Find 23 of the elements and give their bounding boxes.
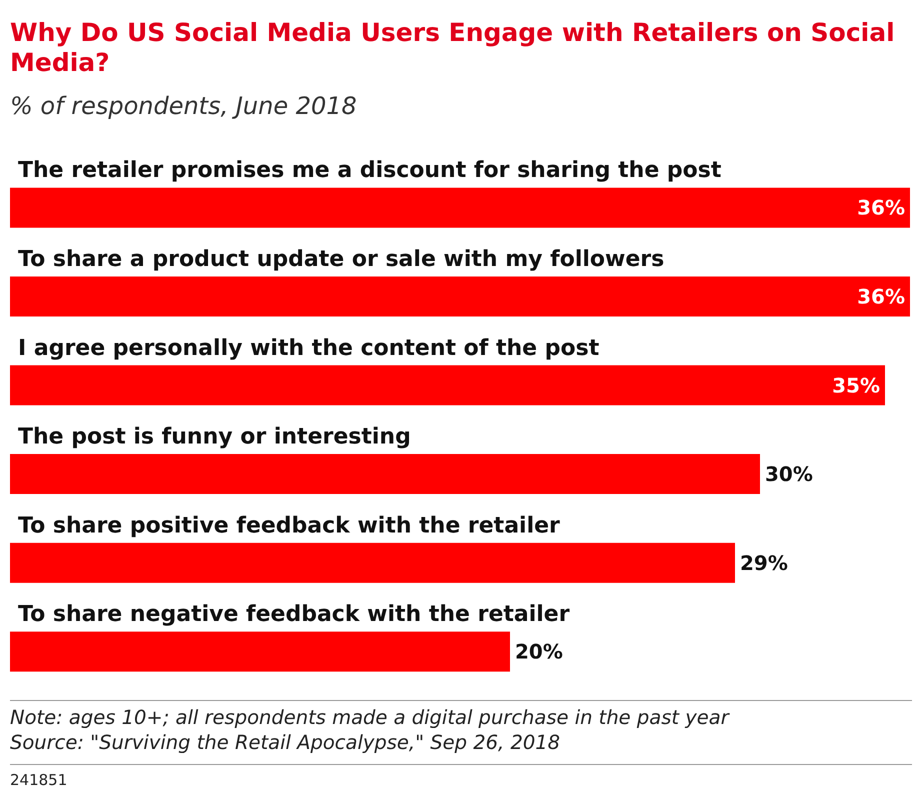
text: 241851 bbox=[10, 771, 68, 789]
bar bbox=[10, 188, 910, 228]
bar bbox=[10, 632, 510, 672]
bar bbox=[10, 454, 760, 494]
bar bbox=[10, 542, 735, 583]
data-label: 36% bbox=[857, 284, 905, 308]
data-label: 30% bbox=[765, 462, 813, 486]
bar bbox=[10, 365, 885, 406]
source-note: Source: "Surviving the Retail Apocalypse," Sep 26, 2018 bbox=[10, 730, 562, 755]
data-label: 29% bbox=[740, 550, 788, 575]
y-tick-label: The retailer promises me a discount for sharing the post bbox=[18, 158, 722, 184]
chart-title: Why Do US Social Media Users Engage with Retailers on Social Media? bbox=[10, 18, 896, 78]
bar bbox=[10, 276, 910, 316]
data-label: 35% bbox=[832, 373, 880, 398]
y-tick-label: To share negative feedback with the retailer bbox=[18, 602, 570, 628]
y-tick-label: The post is funny or interesting bbox=[18, 424, 411, 450]
y-tick-label: To share positive feedback with the retailer bbox=[18, 513, 560, 538]
y-tick-label: I agree personally with the content of the post bbox=[18, 336, 600, 361]
y-tick-label: To share a product update or sale with my followers bbox=[18, 247, 664, 272]
text: Note: ages 10+; all respondents made a digital purchase in the past year bbox=[10, 705, 731, 730]
chart-subtitle: % of respondents, June 2018 bbox=[10, 92, 357, 120]
data-label: 20% bbox=[515, 640, 563, 664]
data-label: 36% bbox=[857, 196, 905, 220]
